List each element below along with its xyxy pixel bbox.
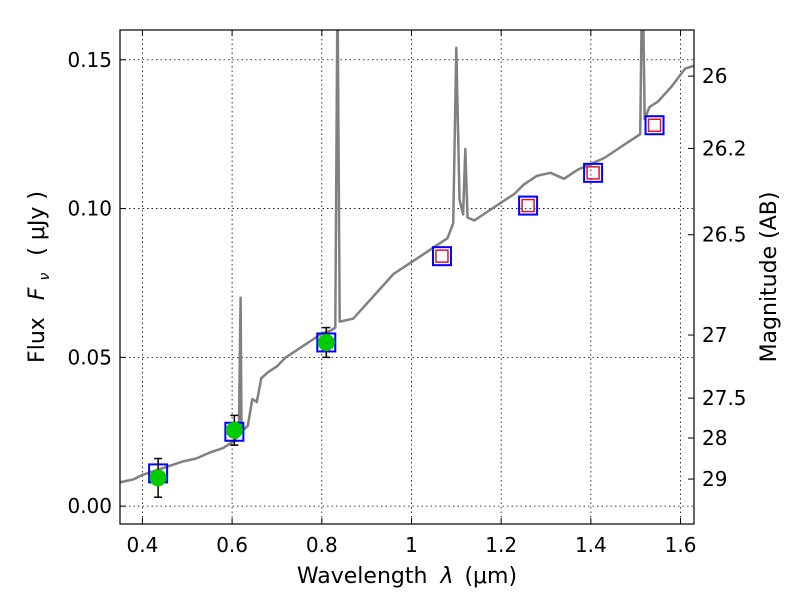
observed-flux-point xyxy=(225,421,243,439)
y-axis-label-main: Flux xyxy=(25,317,50,363)
upper-limit-marker xyxy=(521,198,535,213)
upper-limit-marker xyxy=(586,166,600,180)
gridlines xyxy=(120,30,694,524)
plot-frame xyxy=(119,29,695,525)
upper-limit-marker xyxy=(435,249,449,263)
model-flux-marker xyxy=(644,115,665,136)
x-tick-label: 0.4 xyxy=(127,533,159,557)
x-axis-label: Wavelength λ (μm) xyxy=(297,564,517,589)
y-tick-label: 0.15 xyxy=(67,48,112,72)
y-tick-label: 0.10 xyxy=(67,197,112,221)
model-flux-marker xyxy=(583,162,604,183)
x-tick-label: 1.6 xyxy=(665,533,697,557)
x-axis-label-unit: (μm) xyxy=(464,564,517,589)
observed-flux-point xyxy=(149,469,167,487)
mag-tick-label: 26 xyxy=(702,64,727,88)
y-tick-label: 0.05 xyxy=(67,345,112,369)
upper-limit-marker xyxy=(647,118,662,132)
plot-data xyxy=(120,30,694,498)
mag-tick-label: 29 xyxy=(702,467,727,491)
axis-ticks: 0.4 0.6 0.8 1 1.2 1.4 1.6 0.00 0.05 0.10 0.15 26 26.… xyxy=(67,30,747,557)
x-tick-label: 1.4 xyxy=(575,533,607,557)
x-tick-label: 0.6 xyxy=(216,533,248,557)
mag-tick-label: 26.2 xyxy=(702,136,747,160)
mag-tick-label: 27.5 xyxy=(702,386,747,410)
y-axis-label-unit: ( μJy ) xyxy=(25,191,50,256)
x-tick-label: 1.2 xyxy=(485,533,517,557)
y-axis-label-symbol: F xyxy=(25,287,50,300)
model-flux-marker xyxy=(518,195,539,216)
x-tick-label: 1 xyxy=(405,533,418,557)
spectrum-line xyxy=(120,30,694,484)
mag-tick-label: 26.5 xyxy=(702,223,747,247)
y-axis-label: Flux F ν ( μJy ) xyxy=(25,191,55,363)
mag-tick-label: 28 xyxy=(702,426,727,450)
observed-flux-point xyxy=(317,333,335,351)
x-axis-label-main: Wavelength xyxy=(297,564,428,589)
mag-tick-label: 27 xyxy=(702,323,727,347)
y-tick-label: 0.00 xyxy=(67,494,112,518)
x-tick-label: 0.8 xyxy=(306,533,338,557)
y-axis-label-subscript: ν xyxy=(37,273,53,281)
right-axis-label: Magnitude (AB) xyxy=(757,192,782,363)
model-flux-marker xyxy=(431,246,452,267)
x-axis-label-symbol: λ xyxy=(439,564,453,589)
